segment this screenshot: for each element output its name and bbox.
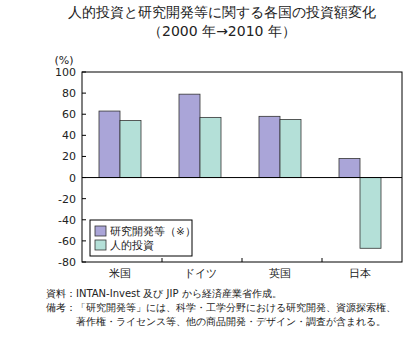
y-tick-label: -40 [58,214,76,227]
legend: 研究開発等（※） 人的投資 [90,220,196,256]
note: 資料：INTAN-Invest 及び JIP から経済産業省作成。 [46,288,282,299]
legend-swatch [95,226,106,236]
zero-line [82,177,402,178]
bar [339,159,360,178]
y-tick [82,156,86,157]
x-tick-label: 英国 [269,267,291,280]
bar [99,111,120,178]
bars [99,94,381,248]
bar [280,120,301,178]
x-tick-label: 日本 [349,267,371,280]
title: 人的投資と研究開発等に関する各国の投資額変化 [68,4,376,20]
x-tick-label: 米国 [109,267,131,280]
x-tick [242,258,243,262]
y-tick-label: -60 [58,235,76,248]
chart-container: 人的投資と研究開発等に関する各国の投資額変化（2000 年→2010 年）(%)… [0,0,411,337]
chart-svg: 人的投資と研究開発等に関する各国の投資額変化（2000 年→2010 年）(%)… [0,0,411,337]
y-tick-label: 0 [69,172,76,185]
y-tick-label: 100 [55,66,76,79]
y-tick [82,93,86,94]
legend-label: 研究開発等（※） [110,225,196,237]
y-tick-label: 20 [62,150,76,163]
y-tick [82,72,86,73]
note: 著作権・ライセンス等、他の商品開発・デザイン・調査が含まれる。 [46,316,386,327]
y-tick-label: -80 [58,256,76,269]
y-tick-label: 60 [62,108,76,121]
x-tick-label: ドイツ [184,267,217,280]
x-tick [162,258,163,262]
bar [360,178,381,249]
y-tick [82,114,86,115]
y-tick [82,240,86,241]
subtitle: （2000 年→2010 年） [148,23,296,39]
y-tick [82,198,86,199]
plot-frame [82,72,402,262]
legend-label: 人的投資 [110,239,154,251]
y-tick-label: 40 [62,129,76,142]
y-tick [82,135,86,136]
y-tick [82,219,86,220]
bar [200,117,221,177]
legend-swatch [95,240,106,250]
note: 備考：「研究開発等」には、科学・工学分野における研究開発、資源探索権、 [46,302,396,313]
y-tick-label: -20 [58,193,76,206]
x-tick [322,258,323,262]
bar [179,94,200,177]
y-tick-label: 80 [62,87,76,100]
y-tick [82,262,86,263]
bar [259,116,280,177]
bar [120,121,141,178]
